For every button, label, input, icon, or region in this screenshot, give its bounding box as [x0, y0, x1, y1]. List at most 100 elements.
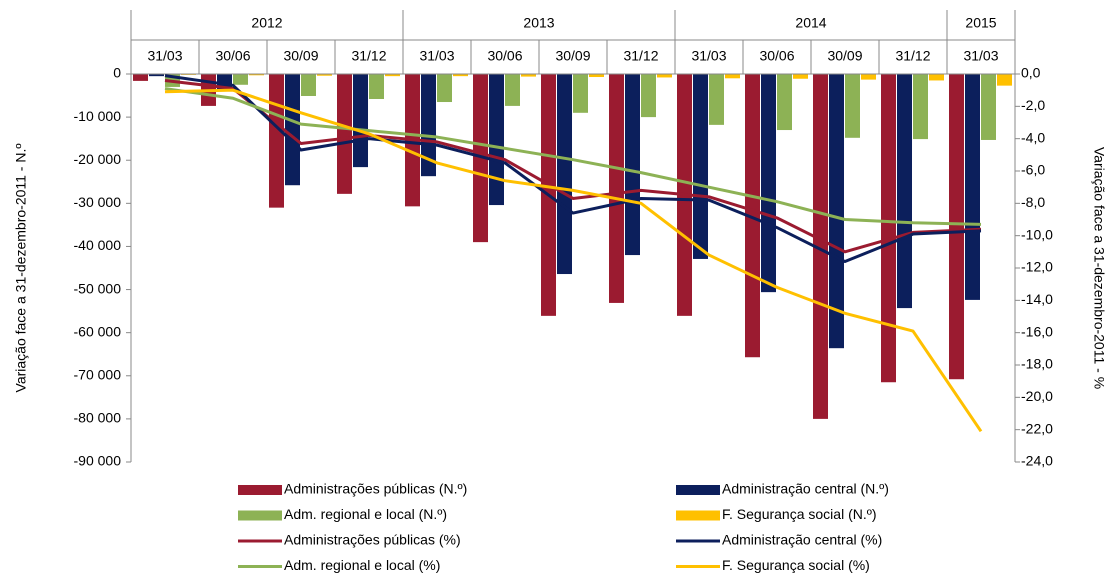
line — [164, 88, 983, 433]
legend-label: Administrações públicas (%) — [284, 532, 461, 548]
y2-tick-label: -6,0 — [1021, 162, 1045, 178]
y-tick-label: -80 000 — [74, 410, 122, 426]
y2-tick-label: -14,0 — [1021, 291, 1053, 307]
y2-tick-label: -16,0 — [1021, 323, 1053, 339]
bar — [913, 74, 928, 140]
x-tick-label: 30/09 — [555, 48, 590, 64]
bar — [301, 74, 316, 96]
y-tick-label: -20 000 — [74, 151, 122, 167]
line — [164, 74, 982, 264]
legend-label: Administrações públicas (N.º) — [284, 481, 467, 497]
x-tick-label: 30/09 — [827, 48, 862, 64]
bar — [997, 74, 1012, 86]
legend-label: F. Segurança social (N.º) — [722, 506, 877, 522]
year-label: 2015 — [965, 15, 996, 31]
x-tick-label: 31/03 — [147, 48, 182, 64]
x-tick-label: 31/03 — [691, 48, 726, 64]
bar — [725, 74, 740, 79]
bar — [557, 74, 572, 275]
legend-swatch — [676, 485, 720, 495]
bar — [337, 74, 352, 194]
bar — [981, 74, 996, 140]
bar — [657, 74, 672, 78]
bar — [813, 74, 828, 419]
y2-tick-label: -2,0 — [1021, 97, 1045, 113]
legend-swatch — [676, 510, 720, 521]
bar — [149, 74, 164, 77]
bar — [505, 74, 520, 106]
legend-label: Adm. regional e local (%) — [284, 557, 440, 573]
bar — [949, 74, 964, 380]
line — [164, 87, 982, 226]
bar — [573, 74, 588, 113]
y2-tick-label: 0,0 — [1021, 65, 1041, 81]
bar — [133, 74, 148, 81]
bar — [761, 74, 776, 293]
y2-tick-label: -24,0 — [1021, 453, 1053, 469]
y2-tick-label: -20,0 — [1021, 388, 1053, 404]
bar — [641, 74, 656, 118]
line — [164, 78, 982, 254]
bar — [249, 74, 264, 76]
bar — [437, 74, 452, 103]
x-tick-label: 31/12 — [623, 48, 658, 64]
legend-swatch — [238, 485, 282, 495]
bar — [521, 74, 536, 77]
legend-label: F. Segurança social (%) — [722, 557, 870, 573]
bar — [829, 74, 844, 349]
bar — [489, 74, 504, 206]
y2-tick-label: -12,0 — [1021, 259, 1053, 275]
bar — [473, 74, 488, 243]
bar — [845, 74, 860, 138]
year-label: 2012 — [251, 15, 282, 31]
x-tick-label: 30/06 — [215, 48, 250, 64]
y2-tick-label: -4,0 — [1021, 129, 1045, 145]
bar — [861, 74, 876, 80]
bar — [693, 74, 708, 259]
bar — [421, 74, 436, 177]
bar — [897, 74, 912, 309]
year-label: 2014 — [795, 15, 826, 31]
bar — [317, 74, 332, 76]
y2-tick-label: -22,0 — [1021, 420, 1053, 436]
bar — [881, 74, 896, 383]
bar — [453, 74, 468, 77]
y-tick-label: -10 000 — [74, 108, 122, 124]
y-tick-label: -90 000 — [74, 453, 122, 469]
y-axis-label: Variação face a 31-dezembro-2011 - N.º — [13, 144, 29, 393]
legend-swatch — [238, 510, 282, 521]
bar — [285, 74, 300, 186]
bar — [777, 74, 792, 131]
bar — [793, 74, 808, 79]
bar — [609, 74, 624, 303]
legend-label: Adm. regional e local (N.º) — [284, 506, 447, 522]
y2-tick-label: -10,0 — [1021, 226, 1053, 242]
bar — [353, 74, 368, 168]
y2-tick-label: -18,0 — [1021, 356, 1053, 372]
bar — [269, 74, 284, 208]
bar — [745, 74, 760, 358]
x-tick-label: 31/12 — [895, 48, 930, 64]
x-tick-label: 30/09 — [283, 48, 318, 64]
y-tick-label: -30 000 — [74, 194, 122, 210]
x-tick-label: 30/06 — [487, 48, 522, 64]
legend-label: Administração central (%) — [722, 532, 882, 548]
x-tick-label: 31/12 — [351, 48, 386, 64]
bar — [589, 74, 604, 78]
y-tick-label: -60 000 — [74, 323, 122, 339]
x-tick-label: 31/03 — [963, 48, 998, 64]
bar — [625, 74, 640, 256]
bar — [965, 74, 980, 300]
bar — [233, 74, 248, 85]
y2-tick-label: -8,0 — [1021, 194, 1045, 210]
y2-axis-label: Variação face a 31-dezembro-2011 - % — [1091, 147, 1107, 389]
y-tick-label: 0 — [113, 65, 121, 81]
y-tick-label: -50 000 — [74, 280, 122, 296]
bar — [929, 74, 944, 81]
legend-label: Administração central (N.º) — [722, 481, 889, 497]
bar — [709, 74, 724, 125]
year-label: 2013 — [523, 15, 554, 31]
y-tick-label: -70 000 — [74, 366, 122, 382]
bar — [385, 74, 400, 77]
